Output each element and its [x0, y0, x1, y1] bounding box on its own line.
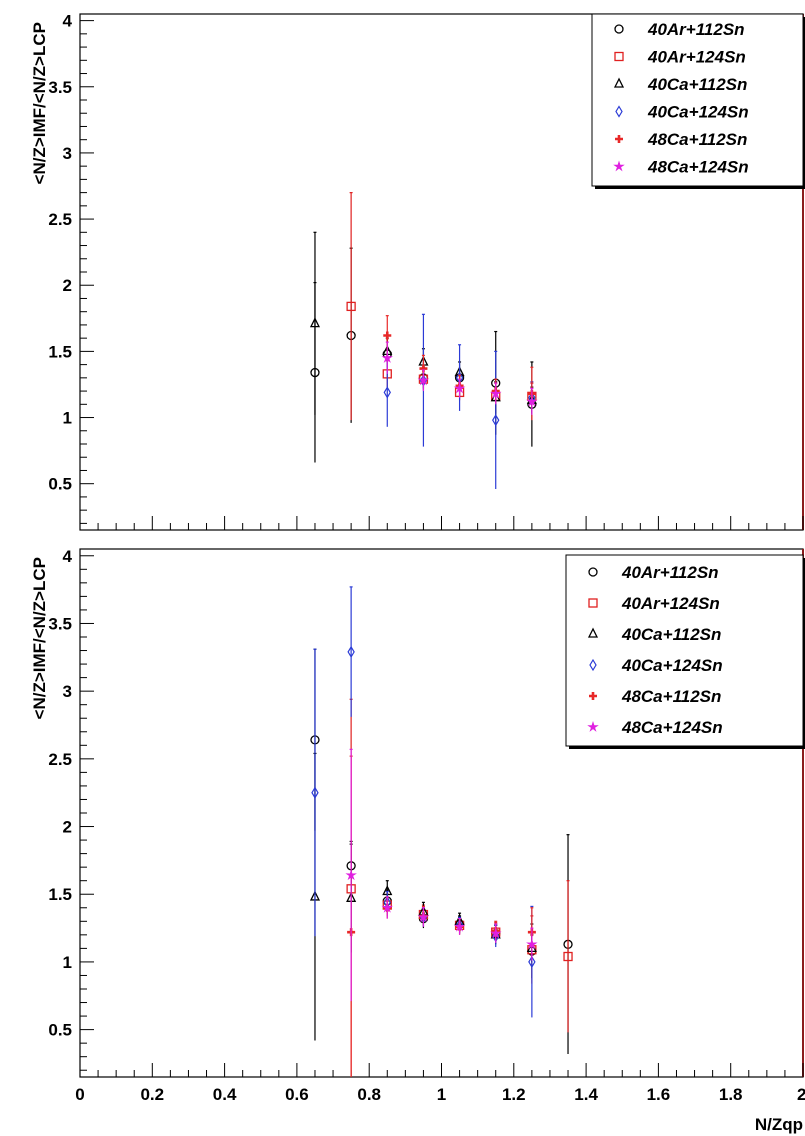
data-point: [492, 414, 500, 427]
y-tick-label: 0.5: [48, 475, 72, 494]
x-tick-label: 1.6: [647, 1085, 671, 1104]
y-tick-label: 1: [63, 953, 72, 972]
data-point: [526, 395, 538, 407]
legend-marker: [588, 598, 598, 608]
y-tick-label: 2.5: [48, 210, 72, 229]
x-tick-label: 0.8: [357, 1085, 381, 1104]
legend-label: 40Ar+124Sn: [647, 48, 746, 67]
x-tick-label: 0.6: [285, 1085, 309, 1104]
x-axis: [79, 516, 804, 530]
legend-marker: [613, 160, 625, 172]
data-point: [383, 386, 391, 399]
legend-label: 40Ca+124Sn: [647, 103, 749, 122]
data-point: [381, 901, 393, 913]
legend-label: 48Ca+112Sn: [647, 130, 747, 149]
legend-box: [565, 554, 804, 747]
y-tick-label: 3: [63, 682, 72, 701]
data-point: [490, 387, 502, 399]
data-point: [347, 645, 355, 659]
legend-label: 40Ar+124Sn: [621, 594, 720, 613]
x-tick-label: 1: [437, 1085, 446, 1104]
legend-marker: [613, 77, 625, 88]
y-tick-label: 2.5: [48, 750, 72, 769]
legend-label: 48Ca+112Sn: [621, 687, 721, 706]
x-axis: 0 0.2 0.4 0.6 0.8 1 1.2 1.4 1.6 1.8 2: [75, 1063, 805, 1104]
legend-label: 40Ar+112Sn: [647, 20, 745, 39]
data-point: [346, 301, 356, 312]
x-tick-label: 0.4: [213, 1085, 237, 1104]
series-48Ca+124Sn: [381, 341, 538, 415]
series-48Ca+124Sn: [345, 748, 538, 1002]
chart-panel-2: 0.5 1 1.5 2 2.5 3 3.5 4 0 0.2 0.4 0.6 0.8 1 1.2 1.4 1.6 1…: [30, 547, 805, 1134]
legend-marker: [614, 51, 624, 62]
legend-label: 40Ca+124Sn: [621, 656, 723, 675]
x-axis-title: N/Zqp: [755, 1115, 803, 1134]
y-tick-label: 0.5: [48, 1021, 72, 1040]
data-point: [417, 911, 430, 923]
legend: 40Ar+112Sn 40Ar+124Sn 40Ca+112Sn 40Ca+124Sn…: [565, 554, 805, 749]
y-axis-title: <N/Z>IMF/<N/Z>LCP: [30, 22, 49, 184]
legend-label: 40Ca+112Sn: [647, 75, 747, 94]
legend-marker: [589, 692, 597, 700]
x-tick-label: 1.4: [574, 1085, 598, 1104]
legend-marker: [614, 24, 624, 34]
y-tick-label: 1: [63, 409, 72, 428]
data-point: [309, 317, 321, 328]
y-tick-label: 1.5: [48, 342, 72, 361]
data-point: [563, 951, 573, 962]
y-tick-label: 3.5: [48, 78, 72, 97]
legend-label: 40Ca+112Sn: [621, 625, 721, 644]
x-tick-label: 1.8: [719, 1085, 743, 1104]
data-point: [526, 938, 538, 950]
x-tick-label: 2: [797, 1085, 805, 1104]
y-tick-label: 2: [63, 276, 72, 295]
data-point: [381, 351, 393, 363]
y-axis: 0.5 1 1.5 2 2.5 3 3.5 4: [48, 547, 94, 1071]
data-point: [417, 374, 430, 386]
y-tick-label: 4: [63, 547, 73, 566]
legend-marker: [615, 135, 623, 143]
data-point: [453, 382, 466, 394]
legend: 40Ar+112Sn 40Ar+124Sn 40Ca+112Sn 40Ca+124Sn…: [591, 13, 805, 189]
y-tick-label: 1.5: [48, 885, 72, 904]
data-point: [453, 920, 466, 932]
data-point: [528, 955, 536, 969]
data-point: [311, 786, 319, 799]
legend-marker: [587, 720, 599, 732]
data-point: [345, 869, 357, 881]
y-tick-label: 3.5: [48, 614, 72, 633]
chart-panel-1: 0.5 1 1.5 2 2.5 3 3.5 4 <N/Z>IMF/<N/Z>LCP 40Ar+11…: [30, 12, 805, 531]
y-axis: 0.5 1 1.5 2 2.5 3 3.5 4: [48, 12, 94, 524]
y-tick-label: 2: [63, 818, 72, 837]
x-tick-label: 0.2: [140, 1085, 164, 1104]
legend-label: 48Ca+124Sn: [621, 718, 723, 737]
legend-marker: [615, 105, 623, 118]
y-axis-title: <N/Z>IMF/<N/Z>LCP: [30, 557, 49, 719]
legend-marker: [587, 627, 599, 638]
legend-label: 48Ca+124Sn: [647, 158, 749, 177]
y-tick-label: 4: [63, 12, 73, 31]
y-tick-label: 3: [63, 144, 72, 163]
x-tick-label: 1.2: [502, 1085, 526, 1104]
legend-label: 40Ar+112Sn: [621, 563, 719, 582]
data-point: [383, 331, 392, 340]
legend-box: [591, 13, 804, 187]
legend-marker: [589, 658, 597, 672]
legend-marker: [588, 567, 598, 577]
x-tick-label: 0: [75, 1085, 84, 1104]
data-point: [490, 927, 502, 939]
